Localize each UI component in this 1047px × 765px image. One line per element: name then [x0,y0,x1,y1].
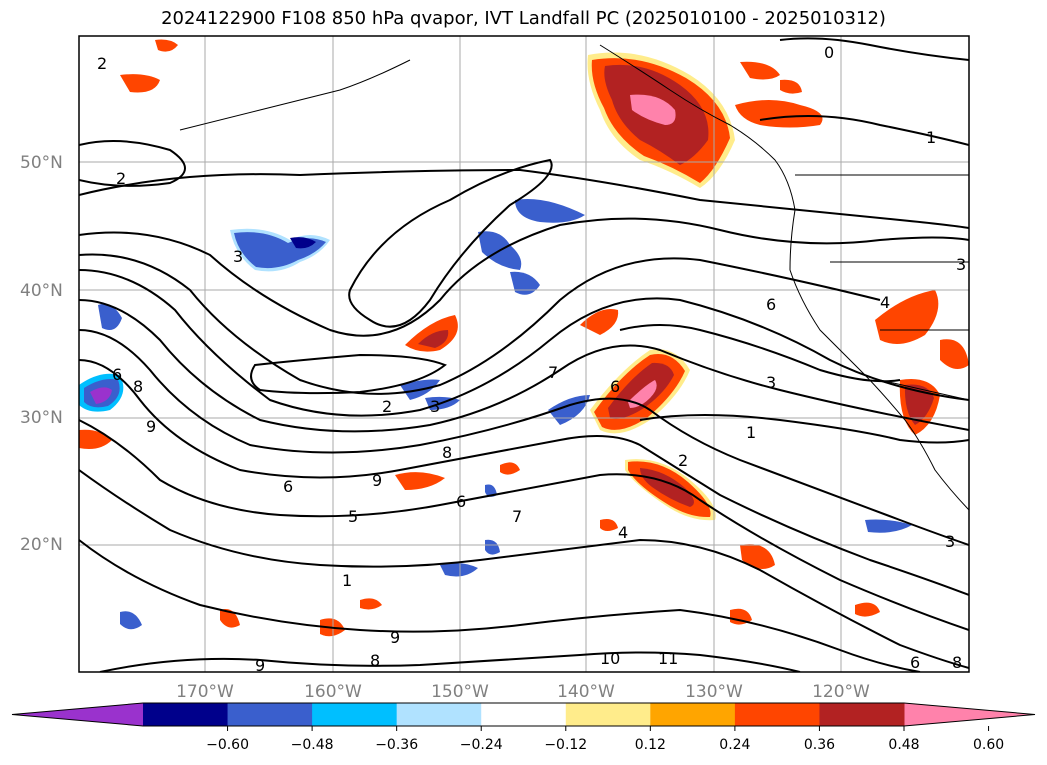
contour-label: 7 [548,363,558,382]
contour-label: 3 [956,255,966,274]
lat-tick-label: 50°N [20,153,63,173]
contour-label: 3 [233,247,243,266]
colorbar-outline [11,702,1036,727]
colorbar-tick-label: 0.36 [804,737,835,753]
contour-label: 4 [880,293,890,312]
lat-tick-label: 20°N [20,535,63,555]
contour-label: 3 [766,373,776,392]
contour-label: 1 [926,128,936,147]
lon-tick-label: 170°W [176,682,234,702]
contour-label: 9 [255,656,265,675]
longitude-labels: 170°W 160°W 150°W 140°W 130°W 120°W [176,682,870,702]
contour-label: 2 [678,451,688,470]
lon-tick-label: 160°W [304,682,362,702]
contour-label: 5 [348,507,358,526]
contour-label: 7 [512,507,522,526]
colorbar-swatch [734,703,820,726]
lon-tick-label: 140°W [557,682,615,702]
coastlines [179,44,969,511]
contour-label: 3 [945,532,955,551]
colorbar-extend-max [904,703,1035,726]
contour-label: 9 [372,471,382,490]
latitude-labels: 20°N 30°N 40°N 50°N [20,153,63,555]
contour-label: 2 [116,169,126,188]
colorbar-tick-label: 0.48 [888,737,919,753]
colorbar-tick-label: 0.24 [719,737,750,753]
contour-label-layer: 2 2 0 1 3 3 6 6 7 3 1 2 2 9 8 6 6 9 8 7 … [97,43,966,675]
contour-label: 6 [910,653,920,672]
positive-anomaly-regions [79,39,969,637]
colorbar-tick-label: −0.12 [544,737,587,753]
colorbar-swatch [312,703,398,726]
contour-label: 2 [97,54,107,73]
colorbar-tick-label: −0.48 [291,737,334,753]
contour-label: 6 [766,295,776,314]
contour-label: 9 [390,628,400,647]
colorbar-tick-label: 0.12 [635,737,666,753]
contour-label: 6 [610,377,620,396]
colorbar-tick-label: −0.60 [206,737,249,753]
contour-label: 10 [600,649,620,668]
contour-label: 4 [618,523,628,542]
contour-label: 11 [658,649,678,668]
contour-label: 1 [342,571,352,590]
contour-label: 8 [133,377,143,396]
colorbar-tick-label: −0.36 [375,737,418,753]
contour-label: 6 [283,477,293,496]
contour-label: 1 [746,423,756,442]
negative-anomaly-regions [79,199,912,630]
colorbar-swatch [481,703,567,726]
colorbar-swatch [227,703,313,726]
lon-tick-label: 130°W [685,682,743,702]
colorbar: −0.60 −0.48 −0.36 −0.24 −0.12 0.12 0.24 0.36 0.4… [11,702,1036,753]
contour-label: 6 [112,365,122,384]
contour-label: 6 [456,492,466,511]
colorbar-swatch [565,703,651,726]
colorbar-tick-label: −0.24 [460,737,503,753]
colorbar-tick-label: 0.60 [973,737,1004,753]
contour-label: 8 [952,653,962,672]
contour-label: 9 [146,417,156,436]
lon-tick-label: 150°W [431,682,489,702]
contour-label: 0 [824,43,834,62]
chart-title: 2024122900 F108 850 hPa qvapor, IVT Land… [161,8,886,29]
contour-label: 8 [442,443,452,462]
colorbar-swatch [143,703,229,726]
contour-label: 8 [370,651,380,670]
lat-tick-label: 30°N [20,408,63,428]
plot-frame [78,35,970,673]
contour-lines [79,37,969,672]
grid-lines [79,36,969,672]
lon-tick-label: 120°W [812,682,870,702]
colorbar-swatch [396,703,482,726]
contour-label: 3 [430,397,440,416]
colorbar-swatch [819,703,905,726]
contour-label: 2 [382,397,392,416]
lat-tick-label: 40°N [20,281,63,301]
colorbar-extend-min [12,703,143,726]
colorbar-swatch [650,703,736,726]
